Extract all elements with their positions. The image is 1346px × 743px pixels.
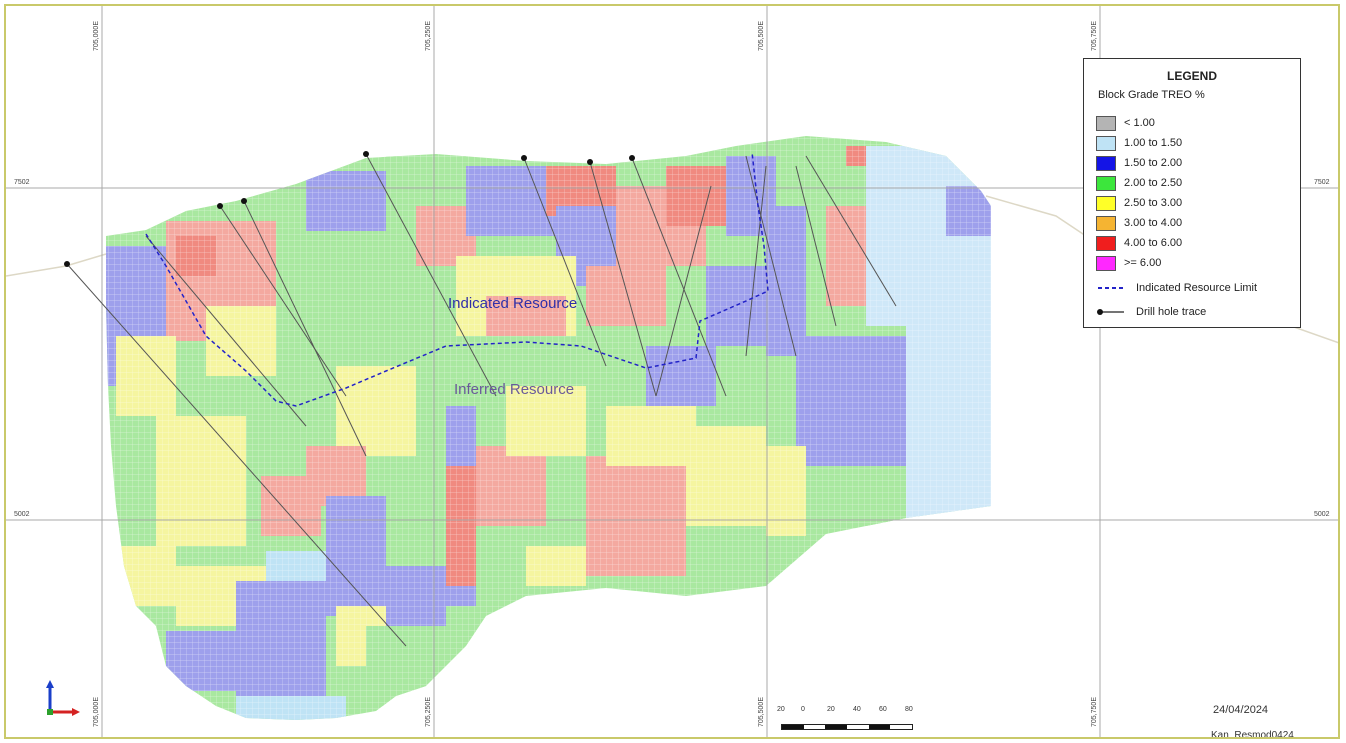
block-model bbox=[106, 136, 991, 720]
legend-swatch bbox=[1096, 175, 1116, 191]
easting-label: 705,000E bbox=[93, 21, 100, 51]
legend-limit-label: Indicated Resource Limit bbox=[1136, 282, 1258, 294]
legend-title: LEGEND bbox=[1166, 69, 1217, 83]
legend-swatch bbox=[1096, 155, 1116, 171]
axis-orientation-icon bbox=[44, 678, 84, 718]
legend-class-row: < 1.00 bbox=[1096, 114, 1155, 132]
legend-class-label: < 1.00 bbox=[1124, 117, 1155, 129]
legend-swatch bbox=[1096, 255, 1116, 271]
inferred-resource-label: Inferred Resource bbox=[454, 381, 574, 398]
scale-tick: 80 bbox=[905, 706, 913, 713]
legend-subtitle: Block Grade TREO % bbox=[1098, 89, 1205, 101]
drill-trace-icon bbox=[1096, 305, 1126, 319]
legend: LEGEND Block Grade TREO % < 1.00 1.00 to … bbox=[1083, 58, 1301, 328]
scale-tick: 40 bbox=[853, 706, 861, 713]
dashed-line-icon bbox=[1096, 281, 1126, 295]
legend-class-label: 3.00 to 4.00 bbox=[1124, 217, 1183, 229]
easting-label: 705,000E bbox=[93, 697, 100, 727]
row-label: 5002 bbox=[14, 511, 30, 518]
legend-drill-label: Drill hole trace bbox=[1136, 306, 1207, 318]
legend-swatch bbox=[1096, 195, 1116, 211]
easting-label: 705,500E bbox=[758, 21, 765, 51]
legend-class-label: 4.00 to 6.00 bbox=[1124, 237, 1183, 249]
legend-class-label: >= 6.00 bbox=[1124, 257, 1162, 269]
legend-swatch bbox=[1096, 115, 1116, 131]
legend-class-row: 2.50 to 3.00 bbox=[1096, 194, 1182, 212]
easting-labels-top: 705,000E 705,250E 705,500E 705,750E bbox=[93, 21, 1098, 51]
legend-class-row: 3.00 to 4.00 bbox=[1096, 214, 1182, 232]
legend-swatch bbox=[1096, 215, 1116, 231]
legend-class-row: >= 6.00 bbox=[1096, 254, 1161, 272]
legend-class-row: 1.00 to 1.50 bbox=[1096, 134, 1182, 152]
legend-class-row: 4.00 to 6.00 bbox=[1096, 234, 1182, 252]
indicated-resource-label: Indicated Resource bbox=[448, 295, 577, 312]
legend-class-row: 1.50 to 2.00 bbox=[1096, 154, 1182, 172]
easting-label: 705,500E bbox=[758, 697, 765, 727]
legend-class-row: 2.00 to 2.50 bbox=[1096, 174, 1182, 192]
row-label: 7502 bbox=[14, 179, 30, 186]
easting-label: 705,250E bbox=[425, 21, 432, 51]
legend-swatch bbox=[1096, 135, 1116, 151]
scale-tick: 20 bbox=[777, 706, 785, 713]
block-model-section: 705,000E 705,250E 705,500E 705,750E 705,… bbox=[6, 6, 1338, 737]
topo-surface-west bbox=[6, 253, 107, 277]
drill-hole-traces bbox=[66, 153, 897, 647]
legend-drill-row: Drill hole trace bbox=[1096, 303, 1206, 321]
drill-hole-collars bbox=[64, 151, 635, 267]
legend-class-label: 1.00 to 1.50 bbox=[1124, 137, 1183, 149]
scale-tick: 0 bbox=[801, 706, 805, 713]
scale-bar: 20 0 20 40 60 80 bbox=[777, 706, 922, 737]
map-date: 24/04/2024 bbox=[1213, 704, 1269, 716]
row-label: 5002 bbox=[1314, 511, 1330, 518]
legend-swatch bbox=[1096, 235, 1116, 251]
easting-labels-bottom: 705,000E 705,250E 705,500E 705,750E bbox=[93, 697, 1098, 727]
legend-limit-row: Indicated Resource Limit bbox=[1096, 279, 1257, 297]
model-name: Kan_Resmod0424 bbox=[1211, 730, 1294, 739]
row-labels: 7502 7502 5002 5002 bbox=[14, 179, 1330, 518]
legend-class-label: 2.00 to 2.50 bbox=[1124, 177, 1183, 189]
scale-tick: 20 bbox=[827, 706, 835, 713]
easting-label: 705,250E bbox=[425, 697, 432, 727]
easting-label: 705,750E bbox=[1091, 21, 1098, 51]
scale-bar-segments bbox=[781, 724, 913, 730]
easting-label: 705,750E bbox=[1091, 697, 1098, 727]
section-view: 705,000E 705,250E 705,500E 705,750E 705,… bbox=[4, 4, 1340, 739]
indicated-resource-limit bbox=[145, 151, 769, 407]
row-label: 7502 bbox=[1314, 179, 1330, 186]
scale-tick: 60 bbox=[879, 706, 887, 713]
legend-class-label: 1.50 to 2.00 bbox=[1124, 157, 1183, 169]
legend-class-label: 2.50 to 3.00 bbox=[1124, 197, 1183, 209]
